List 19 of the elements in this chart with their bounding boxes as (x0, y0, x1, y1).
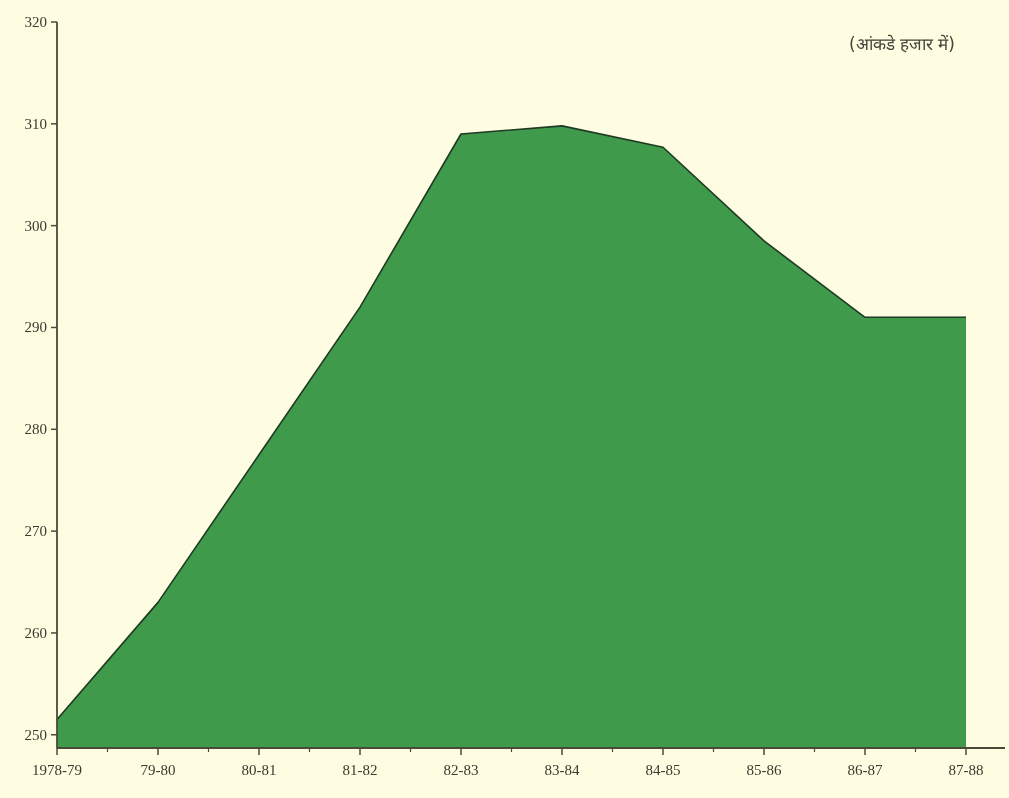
x-tick-label: 82-83 (443, 762, 479, 778)
x-tick-label: 87-88 (948, 762, 984, 778)
y-tick-label: 250 (24, 726, 47, 743)
y-tick-label: 280 (24, 421, 47, 438)
x-tick-label: 83-84 (544, 762, 580, 778)
y-tick-label: 290 (24, 319, 47, 336)
x-tick-label: 85-86 (746, 762, 782, 778)
y-tick-label: 270 (24, 523, 47, 540)
x-tick-label: 79-80 (140, 762, 176, 778)
y-tick-label: 320 (24, 14, 47, 30)
y-tick-label: 260 (24, 624, 47, 641)
x-tick-label: 84-85 (645, 762, 681, 778)
x-tick-label: 80-81 (241, 762, 277, 778)
x-tick-label: 81-82 (342, 762, 378, 778)
x-tick-label: 1978-79 (32, 762, 82, 778)
x-tick-label: 86-87 (847, 762, 883, 778)
annotation: (आंकडे हजार में) (848, 34, 955, 54)
y-tick-label: 300 (24, 217, 47, 234)
y-tick-label: 310 (24, 115, 47, 132)
